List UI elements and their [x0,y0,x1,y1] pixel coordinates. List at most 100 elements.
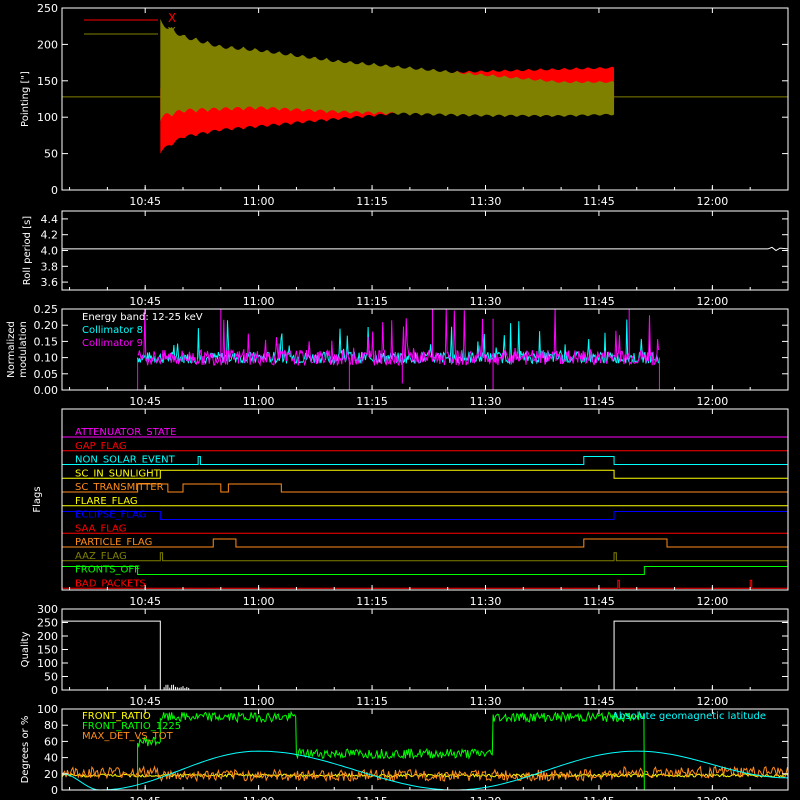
x-tick-label: 12:00 [697,395,729,408]
x-tick-label: 11:45 [583,395,615,408]
pointing-panel: 10:45 11:00 11:15 11:30 11:45 12:00 0 50 100 150 2… [20,2,789,208]
y-tick-label: 0.10 [34,352,59,365]
y-tick-label: 40 [44,752,58,765]
x-tick-label: 11:15 [356,295,388,308]
flag-label-particle-flag: PARTICLE_FLAG [75,537,152,548]
y-tick-label: 3.8 [41,260,59,273]
flag-line-sc-in-sunlight [62,469,788,479]
x-tick-label: 11:45 [583,195,615,208]
y-tick-label: 60 [44,735,58,748]
x-tick-label: 10:45 [129,695,161,708]
y-axis-label: Degrees or % [20,716,31,784]
x-tick-label: 11:30 [470,695,502,708]
x-tick-label: 12:00 [697,195,729,208]
flag-line-bad-packets [62,579,788,589]
x-tick-label: 11:00 [243,795,275,800]
legend-label-x: X [168,11,176,25]
y-tick-label: 4.2 [41,229,59,242]
series-max-det-vs-tot [61,765,788,783]
y-tick-label: 200 [37,630,58,643]
x-tick-label: 11:00 [243,695,275,708]
x-tick-label: 12:00 [697,595,729,608]
legend-label-collimator-9: Collimator 9 [82,338,143,349]
y-tick-label: 80 [44,719,58,732]
flag-label-non-solar-event: NON_SOLAR_EVENT [75,455,176,466]
x-tick-label: 10:45 [129,595,161,608]
flag-label-sc-transmitter: SC_TRANSMITTER [75,482,164,493]
x-tick-label: 11:00 [243,395,275,408]
series-front-ratio-1225 [137,710,645,791]
x-tick-label: 11:00 [243,295,275,308]
x-tick-label: 10:45 [129,795,161,800]
x-tick-label: 11:15 [356,795,388,800]
flag-label-eclipse-flag: ECLIPSE_FLAG [75,510,146,521]
y-axis-label: modulation [18,321,29,378]
flag-label-flare-flag: FLARE_FLAG [75,496,138,507]
x-tick-label: 11:00 [243,195,275,208]
x-tick-label: 11:30 [470,195,502,208]
legend-label-front-ratio-1225: FRONT_RATIO_1225 [82,721,181,732]
y-tick-label: 0.25 [34,303,59,316]
flag-line-sc-transmitter [62,483,788,493]
y-tick-label: 0.05 [34,368,59,381]
flags-panel: ATTENUATOR_STATE GAP_FLAG NON_SOLAR_EVENT S… [32,408,789,608]
x-tick-label: 11:45 [583,595,615,608]
flag-label-aaz-flag: AAZ_FLAG [75,551,127,562]
y-tick-label: 200 [37,38,58,51]
y-tick-label: 250 [37,617,58,630]
y-tick-label: 4.0 [41,245,59,258]
x-tick-label: 11:15 [356,195,388,208]
x-tick-label: 11:45 [583,795,615,800]
flag-label-fronts-off: FRONTS_OFF [75,565,140,576]
flag-label-gap-flag: GAP_FLAG [75,441,127,452]
y-tick-label: 0 [51,684,58,697]
flag-line-fronts-off [61,566,789,575]
y-axis-label: Normalized [6,321,17,378]
x-tick-label: 10:45 [129,395,161,408]
x-tick-label: 11:30 [470,295,502,308]
legend-label-collimator-8: Collimator 8 [82,325,143,336]
series-geomagnetic-latitude [61,750,789,791]
x-tick-label: 11:30 [470,595,502,608]
y-tick-label: 100 [37,111,58,124]
energy-band-annotation: Energy band: 12-25 keV [82,312,203,323]
y-tick-label: 50 [44,671,58,684]
x-tick-label: 11:15 [356,695,388,708]
roll-period-wiggle [767,246,789,252]
y-tick-label: 0 [51,184,58,197]
flag-line-particle-flag [62,538,788,548]
x-tick-label: 12:00 [697,795,729,800]
y-tick-label: 20 [44,768,58,781]
y-axis-label: Quality [20,632,31,668]
legend-label-front-ratio: FRONT_RATIO [82,711,151,722]
legend-label-y: Y [167,25,176,39]
x-tick-label: 11:45 [583,295,615,308]
y-tick-label: 0.15 [34,335,59,348]
flag-line-non-solar-event [62,456,788,465]
geomagnetic-latitude-label: Absolute geomagnetic latitude [612,711,766,722]
flag-line-aaz-flag [62,552,788,562]
ratios-frame [61,708,789,791]
legend-label-max-det-vs-tot: MAX_DET_VS_TOT [82,731,174,742]
modulation-frame [61,308,789,391]
ratios-panel: 10:45 11:00 11:15 11:30 11:45 12:00 0 20 40 60 80 1… [20,703,789,800]
y-tick-label: 0.20 [34,319,59,332]
flags-frame [61,408,789,591]
x-tick-label: 11:15 [356,595,388,608]
quality-panel: 10:45 11:00 11:15 11:30 11:45 12:000501001502… [20,603,789,708]
x-tick-label: 11:30 [470,795,502,800]
series-y-envelope [160,18,615,121]
flag-line-eclipse-flag [61,511,789,520]
modulation-panel: 10:45 11:00 11:15 11:30 11:45 12:00 0.00 0.05 0.… [6,303,789,408]
flag-label-sc-in-sunlight: SC_IN_SUNLIGHT [75,468,161,479]
x-tick-label: 12:00 [697,295,729,308]
y-tick-label: 100 [37,657,58,670]
y-tick-label: 50 [44,148,58,161]
x-tick-label: 10:45 [129,295,161,308]
y-tick-label: 0 [51,784,58,797]
pointing-frame [61,7,789,191]
flag-label-saa-flag: SAA_FLAG [75,523,126,534]
x-tick-label: 11:30 [470,395,502,408]
y-axis-label: Flags [32,486,43,512]
